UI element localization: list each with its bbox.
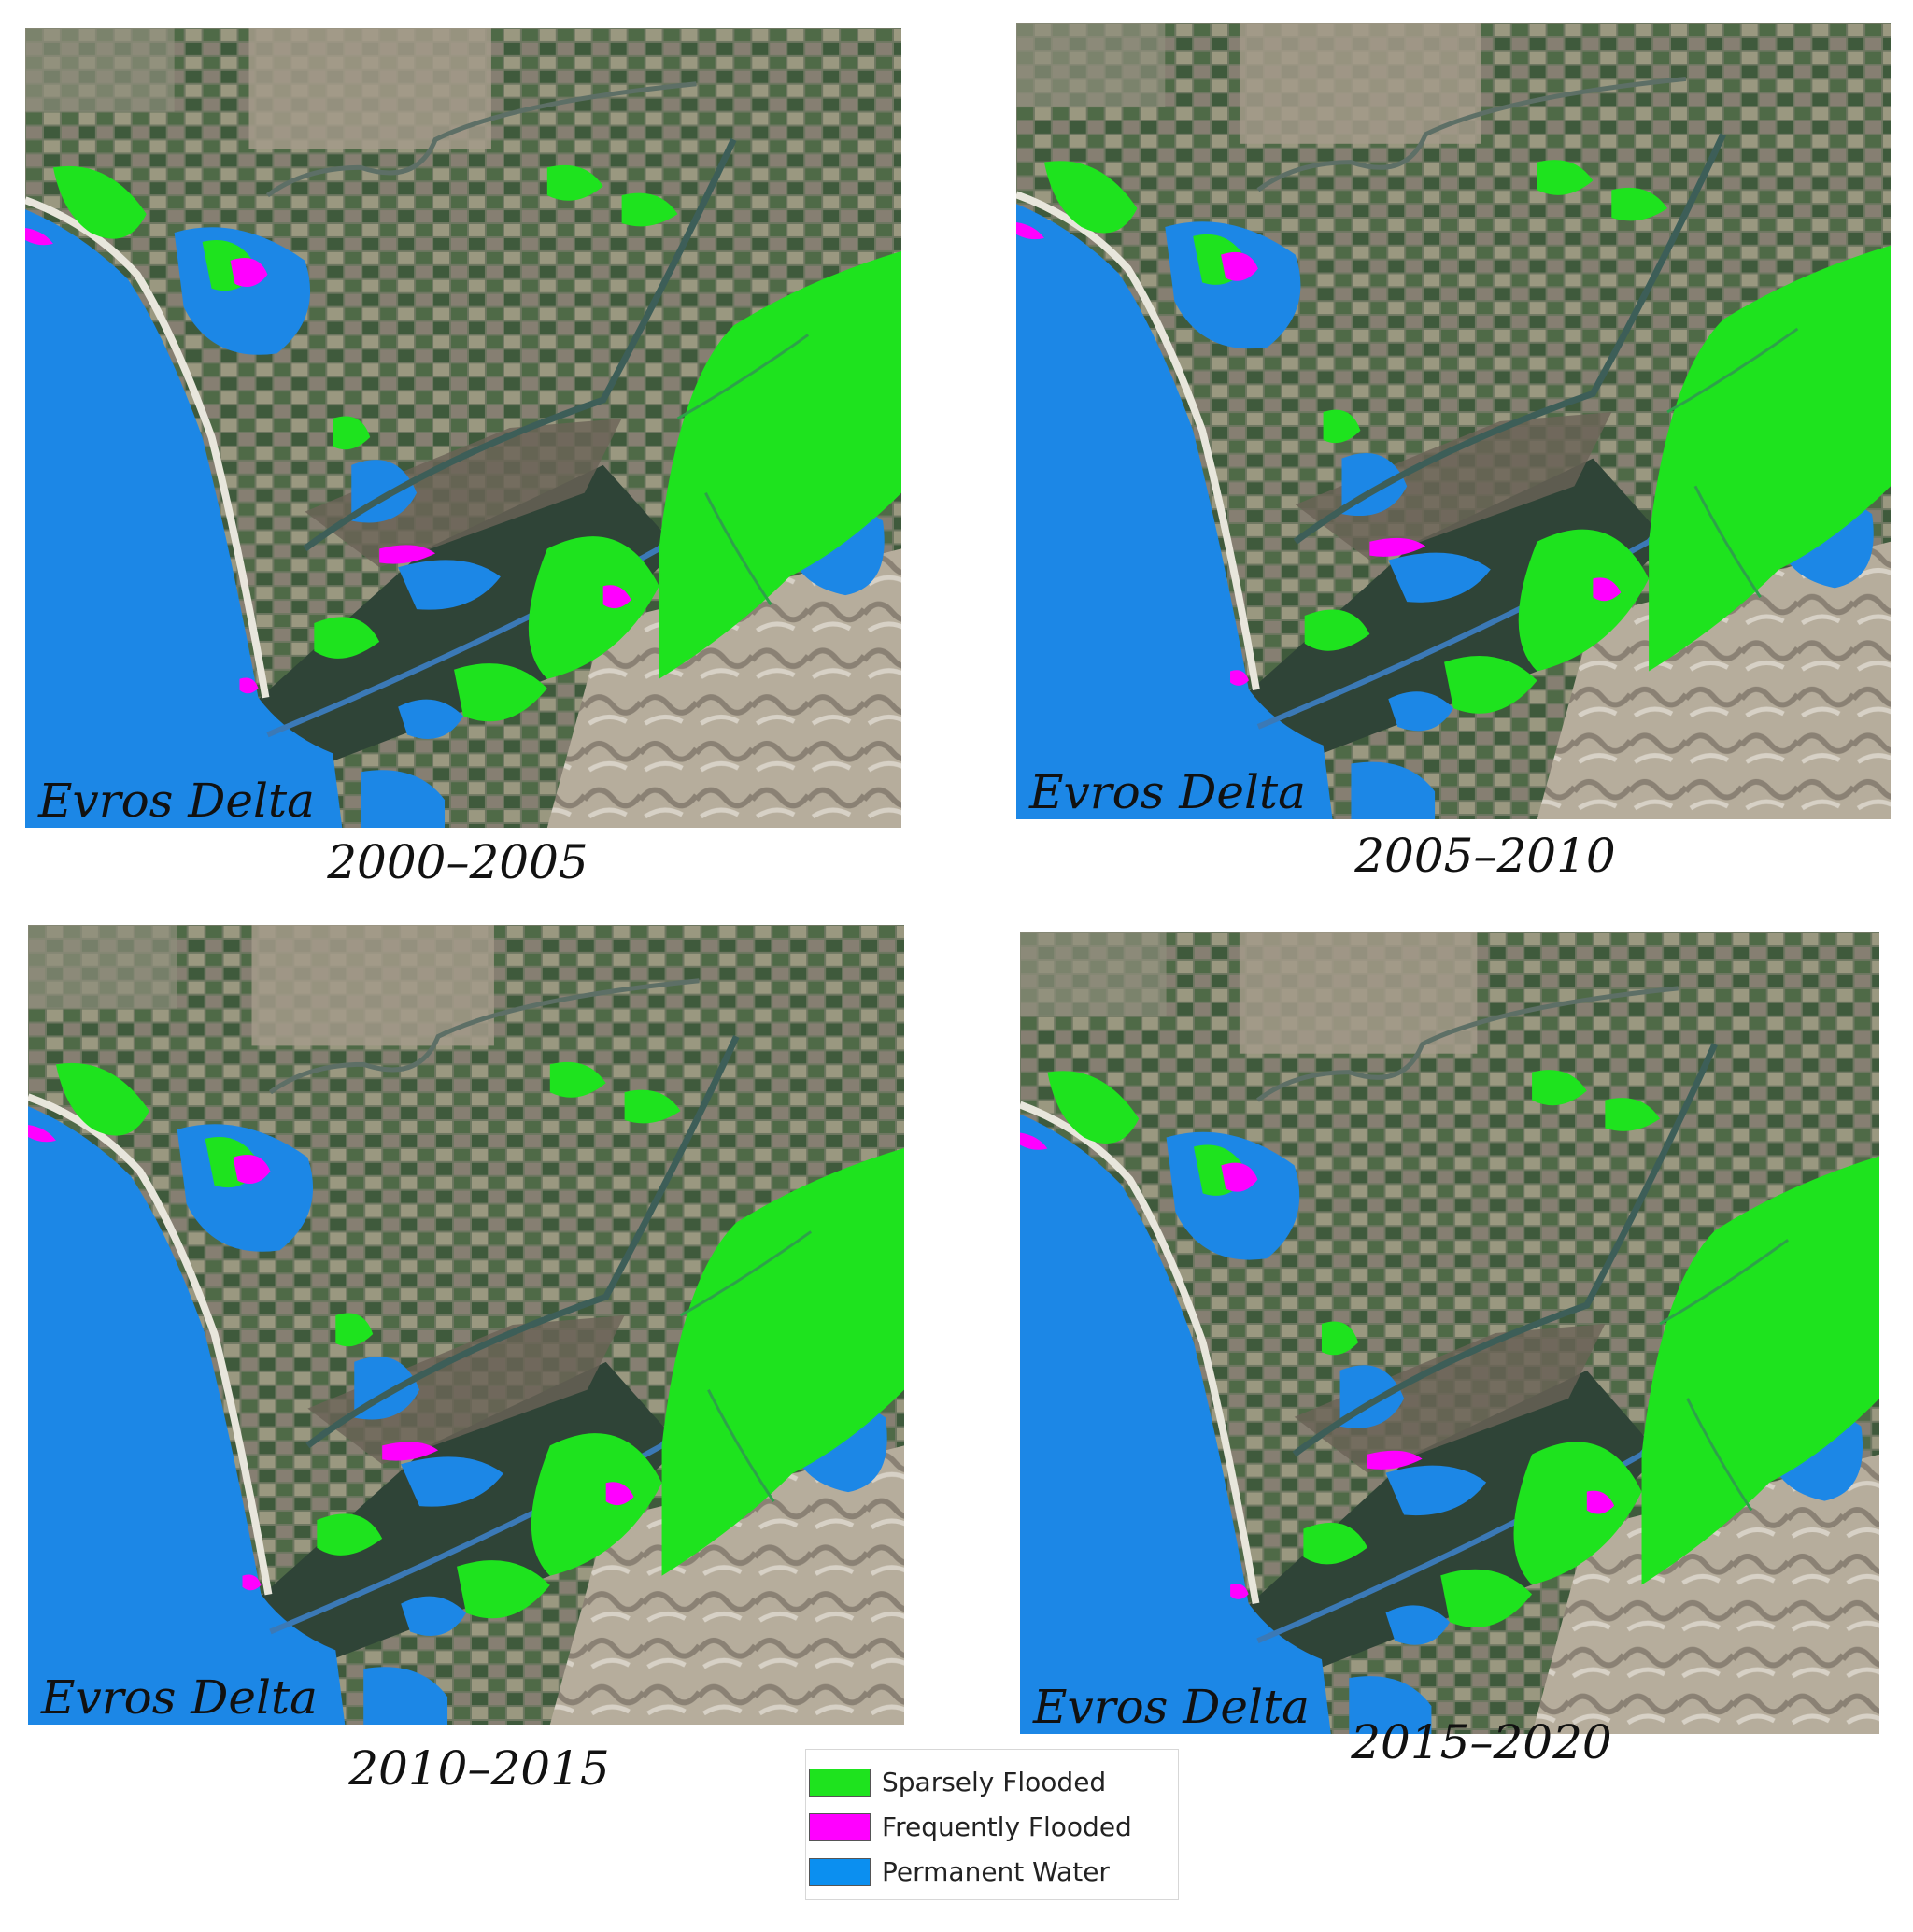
satellite-map xyxy=(1016,23,1891,819)
map-panel-2015-2020: Evros Delta xyxy=(1020,932,1879,1734)
map-label: Evros Delta xyxy=(1029,765,1306,819)
map-panel-2010-2015: Evros Delta xyxy=(28,925,904,1725)
legend-label: Frequently Flooded xyxy=(882,1811,1132,1842)
legend-item-sparsely-flooded: Sparsely Flooded xyxy=(806,1765,1178,1802)
caption-2000-2005: 2000–2005 xyxy=(327,835,588,889)
caption-2015-2020: 2015–2020 xyxy=(1351,1715,1612,1769)
map-label: Evros Delta xyxy=(41,1670,318,1725)
satellite-map xyxy=(28,925,904,1725)
legend-swatch xyxy=(809,1769,871,1797)
legend-item-permanent-water: Permanent Water xyxy=(806,1854,1178,1892)
caption-2005-2010: 2005–2010 xyxy=(1354,829,1616,883)
legend-label: Sparsely Flooded xyxy=(882,1767,1107,1797)
caption-2010-2015: 2010–2015 xyxy=(348,1741,610,1796)
map-label: Evros Delta xyxy=(1033,1680,1310,1734)
map-panel-2005-2010: Evros Delta xyxy=(1016,23,1891,819)
legend: Sparsely Flooded Frequently Flooded Perm… xyxy=(805,1749,1179,1900)
legend-label: Permanent Water xyxy=(882,1856,1110,1887)
satellite-map xyxy=(1020,932,1879,1734)
map-panel-2000-2005: Evros Delta xyxy=(25,28,901,828)
legend-swatch xyxy=(809,1813,871,1841)
legend-swatch xyxy=(809,1858,871,1886)
map-label: Evros Delta xyxy=(38,774,315,828)
satellite-map xyxy=(25,28,901,828)
legend-item-frequently-flooded: Frequently Flooded xyxy=(806,1810,1178,1847)
